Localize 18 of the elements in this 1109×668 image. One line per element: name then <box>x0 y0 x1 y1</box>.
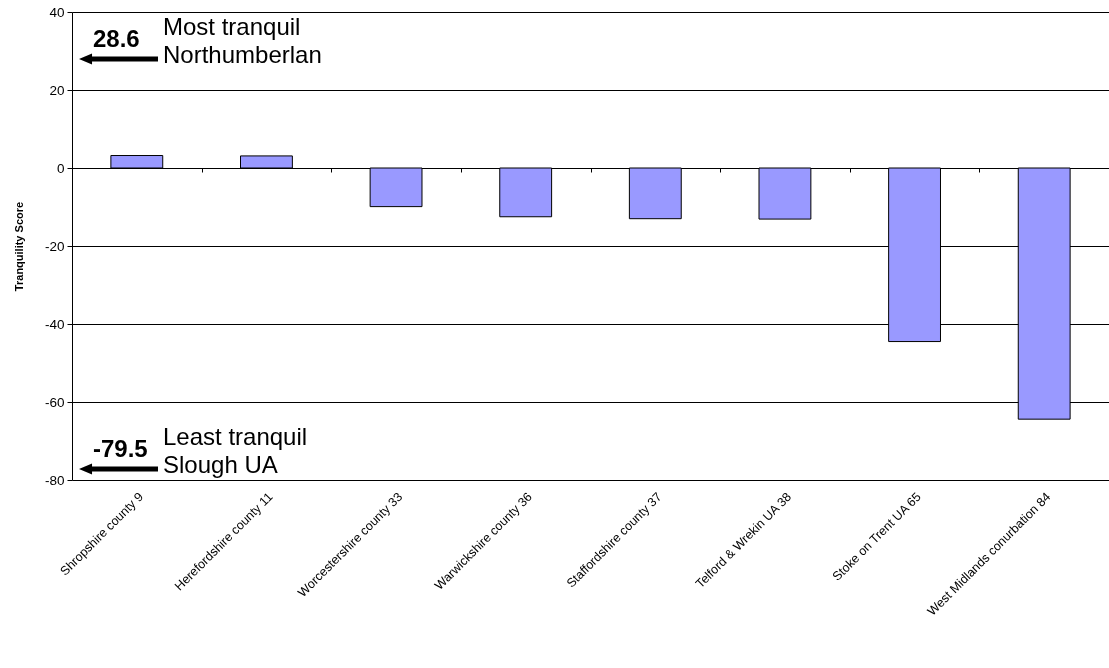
y-tick-label: -60 <box>44 394 65 410</box>
bar <box>240 155 293 169</box>
annotation: Least tranquil Slough UA <box>163 423 308 478</box>
y-axis-title: Tranquility Score <box>12 201 25 292</box>
y-tick-label: -20 <box>44 238 65 254</box>
bar <box>628 167 682 220</box>
y-tick-label: 20 <box>49 82 65 98</box>
y-tick-label: -40 <box>44 316 65 332</box>
bar <box>758 167 812 220</box>
annotation: Most tranquil Northumberlan <box>163 13 322 68</box>
bar <box>369 167 423 208</box>
y-tick-label: -80 <box>44 472 65 488</box>
annotation: 28.6 <box>93 25 140 52</box>
y-tick-label: 40 <box>49 4 65 20</box>
bar <box>499 167 553 218</box>
y-tick-label: 0 <box>56 160 65 176</box>
annotation: -79.5 <box>93 435 148 462</box>
bar <box>110 155 164 169</box>
